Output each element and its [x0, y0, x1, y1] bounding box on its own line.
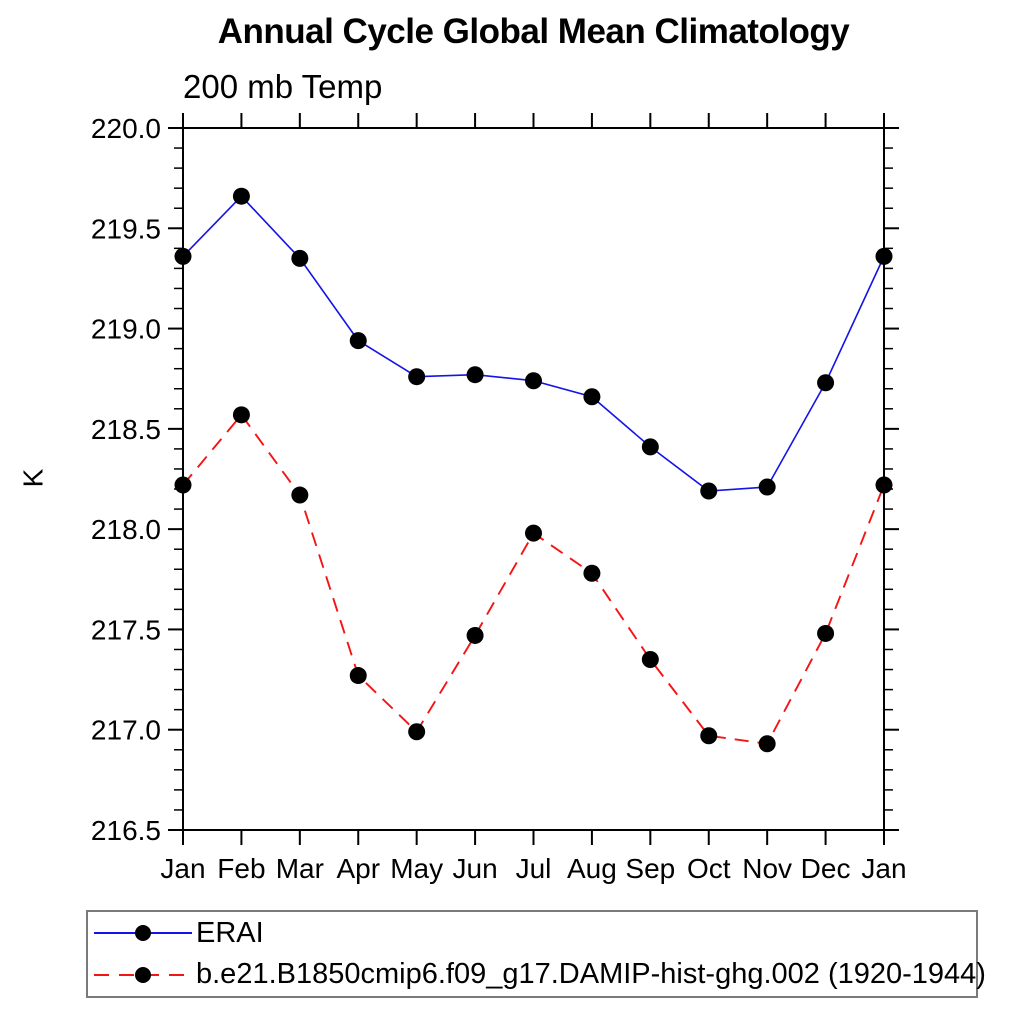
legend-swatch-erai — [94, 925, 192, 942]
svg-text:Dec: Dec — [801, 853, 851, 884]
svg-text:218.5: 218.5 — [91, 414, 161, 445]
svg-text:Jan: Jan — [160, 853, 205, 884]
chart-title: Annual Cycle Global Mean Climatology — [217, 12, 850, 51]
svg-text:220.0: 220.0 — [91, 113, 161, 144]
svg-text:Sep: Sep — [625, 853, 675, 884]
chart-subtitle: 200 mb Temp — [183, 68, 383, 105]
svg-text:217.0: 217.0 — [91, 715, 161, 746]
legend-entry-erai: ERAI — [92, 913, 976, 953]
series-lines — [182, 195, 885, 745]
svg-text:217.5: 217.5 — [91, 614, 161, 645]
svg-text:Jan: Jan — [861, 853, 906, 884]
svg-text:Nov: Nov — [742, 853, 792, 884]
svg-text:Jul: Jul — [516, 853, 552, 884]
svg-text:Mar: Mar — [276, 853, 324, 884]
legend-label-erai: ERAI — [196, 916, 264, 949]
svg-text:219.5: 219.5 — [91, 213, 161, 244]
svg-text:May: May — [390, 853, 443, 884]
legend: ERAI b.e21.B1850cmip6.f09_g17.DAMIP-hist… — [86, 910, 986, 998]
legend-swatch-model — [94, 966, 192, 983]
svg-text:216.5: 216.5 — [91, 815, 161, 846]
legend-label-model: b.e21.B1850cmip6.f09_g17.DAMIP-hist-ghg.… — [196, 958, 986, 991]
svg-text:Aug: Aug — [567, 853, 617, 884]
svg-text:Oct: Oct — [687, 853, 731, 884]
svg-text:Jun: Jun — [453, 853, 498, 884]
legend-entry-model: b.e21.B1850cmip6.f09_g17.DAMIP-hist-ghg.… — [92, 955, 986, 995]
axis-ticks — [168, 113, 899, 845]
series-markers — [174, 187, 893, 753]
svg-text:219.0: 219.0 — [91, 314, 161, 345]
tick-labels: 216.5 217.0 217.5 218.0 218.5 219.0 219.5 220.0… — [91, 113, 907, 884]
svg-text:218.0: 218.0 — [91, 514, 161, 545]
svg-text:Feb: Feb — [217, 853, 265, 884]
svg-text:Apr: Apr — [336, 853, 380, 884]
